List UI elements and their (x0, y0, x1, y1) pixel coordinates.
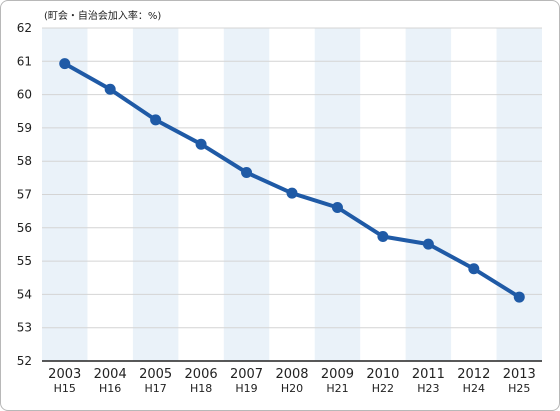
x-tick-label: 2007 (230, 367, 263, 382)
data-point (195, 138, 207, 150)
series-line-path (62, 61, 522, 300)
grid-lines (42, 27, 542, 329)
x-tick-label: 2010 (366, 367, 399, 382)
y-tick-label: 56 (17, 221, 32, 235)
x-tick-sublabel: H19 (235, 382, 257, 395)
x-tick-label: 2013 (503, 367, 536, 382)
x-tick-sublabel: H18 (190, 382, 212, 395)
x-tick-label: 2006 (185, 367, 218, 382)
y-axis-label: (町会・自治会加入率：%) (44, 9, 161, 22)
y-tick-label: 54 (17, 287, 32, 301)
x-tick-label: 2003 (48, 367, 81, 382)
y-tick-label: 57 (17, 188, 32, 202)
x-tick-sublabel: H16 (99, 382, 121, 395)
x-tick-sublabel: H15 (54, 382, 76, 395)
x-tick-sublabel: H23 (417, 382, 439, 395)
y-tick-label: 60 (17, 88, 32, 102)
x-tick-label: 2009 (321, 367, 354, 382)
x-tick-label: 2012 (457, 367, 490, 382)
y-tick-label: 52 (17, 354, 32, 368)
x-tick-label: 2011 (412, 367, 445, 382)
x-tick-labels: 2003H152004H162005H172006H182007H192008H… (48, 367, 536, 395)
y-tick-label: 62 (17, 21, 32, 35)
y-tick-label: 55 (17, 254, 32, 268)
data-point (422, 238, 434, 250)
x-tick-label: 2004 (94, 367, 127, 382)
data-point (513, 291, 525, 303)
series-line (62, 61, 522, 300)
x-tick-sublabel: H17 (144, 382, 166, 395)
data-point (468, 263, 480, 275)
y-tick-label: 53 (17, 321, 32, 335)
x-tick-sublabel: H20 (281, 382, 303, 395)
y-tick-label: 61 (17, 54, 32, 68)
data-point (104, 83, 116, 95)
x-tick-sublabel: H24 (463, 382, 485, 395)
y-tick-labels: 52 53 54 55 56 57 58 59 60 61 62 (17, 21, 32, 368)
x-tick-sublabel: H21 (326, 382, 348, 395)
data-point (59, 58, 71, 70)
data-point (241, 167, 253, 179)
x-tick-label: 2008 (275, 367, 308, 382)
data-point (331, 201, 343, 213)
data-point (286, 187, 298, 199)
data-point (377, 230, 389, 242)
x-tick-sublabel: H22 (372, 382, 394, 395)
x-tick-label: 2005 (139, 367, 172, 382)
data-point (150, 114, 162, 126)
y-tick-label: 58 (17, 154, 32, 168)
data-points (59, 58, 525, 303)
x-tick-sublabel: H25 (508, 382, 530, 395)
y-tick-label: 59 (17, 121, 32, 135)
